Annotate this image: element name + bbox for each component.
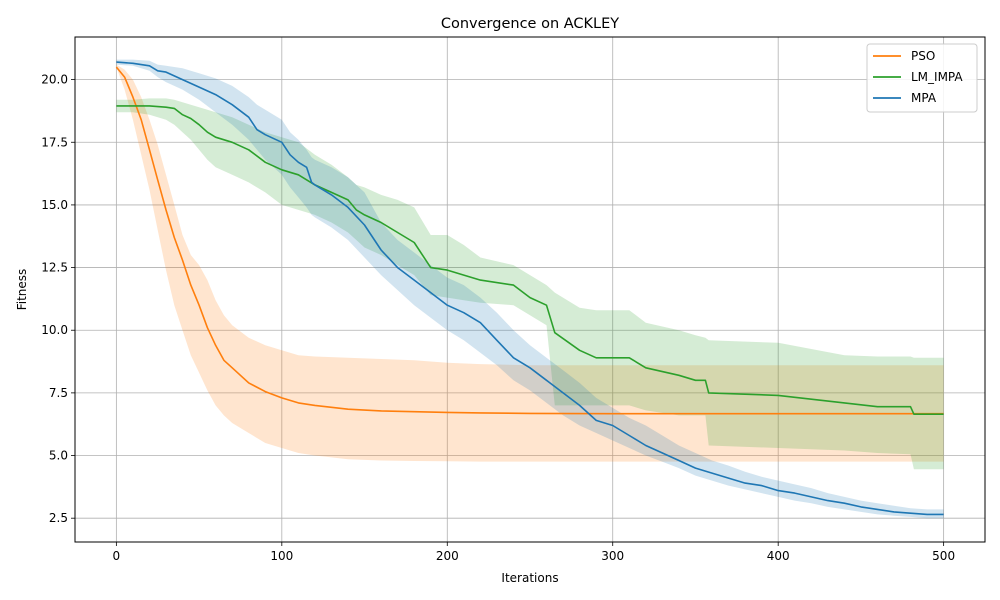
legend-label-mpa: MPA [911, 91, 937, 105]
axis-ticks: 0 100 200 300 400 500 2.5 5.0 7.5 10.0 12.5 15.0 17.… [41, 73, 955, 563]
x-tick-label: 300 [601, 549, 624, 563]
y-tick-label: 17.5 [41, 135, 68, 149]
x-tick-label: 0 [113, 549, 121, 563]
x-tick-label: 500 [932, 549, 955, 563]
y-tick-label: 10.0 [41, 323, 68, 337]
series-lines [115, 61, 944, 516]
lm-impa-band [116, 98, 944, 470]
chart-title: Convergence on ACKLEY [441, 16, 619, 32]
plot-frame [74, 36, 986, 543]
y-tick-label: 5.0 [49, 449, 68, 463]
confidence-bands [116, 59, 944, 519]
mpa-line [116, 61, 944, 516]
x-tick-label: 200 [436, 549, 459, 563]
y-tick-label: 7.5 [49, 386, 68, 400]
x-axis-label: Iterations [501, 571, 558, 585]
x-tick-label: 100 [270, 549, 293, 563]
y-tick-label: 15.0 [41, 198, 68, 212]
y-tick-label: 2.5 [49, 511, 68, 525]
y-tick-label: 20.0 [41, 73, 68, 87]
legend-label-lm-impa: LM_IMPA [911, 70, 963, 84]
pso-line [115, 66, 944, 415]
pso-band [116, 64, 944, 462]
grid-lines [75, 37, 985, 542]
lm-impa-line [116, 105, 944, 416]
y-tick-label: 12.5 [41, 261, 68, 275]
legend-label-pso: PSO [911, 49, 935, 63]
legend: PSO LM_IMPA MPA [866, 43, 978, 113]
y-axis-label: Fitness [15, 269, 29, 311]
legend-box [866, 43, 978, 113]
x-tick-label: 400 [767, 549, 790, 563]
mpa-band [116, 59, 944, 519]
